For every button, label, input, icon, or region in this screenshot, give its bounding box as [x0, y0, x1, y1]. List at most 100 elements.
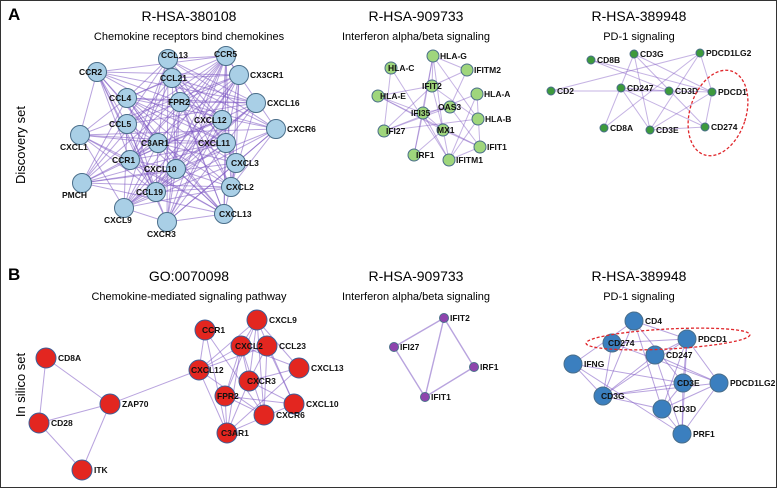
edge-a1-65: [126, 97, 227, 144]
node-a1-cxcl2: [221, 177, 241, 197]
node-label-a1-cxcl13: CXCL13: [219, 209, 252, 219]
node-label-a1-cxcl9: CXCL9: [104, 215, 132, 225]
node-label-b1-cxcl10: CXCL10: [306, 399, 339, 409]
edge-a1-69: [126, 97, 157, 193]
node-label-a2-ifi35: IFI35: [411, 108, 431, 118]
edge-a1-58: [123, 74, 240, 209]
node-label-a3-cd2: CD2: [557, 86, 574, 96]
edge-b3-20: [602, 382, 684, 397]
edge-a1-95: [79, 134, 225, 215]
edge-a1-87: [123, 102, 257, 209]
node-b1-fpr2: [214, 385, 236, 407]
panel-label-b: B: [8, 265, 20, 284]
edge-b3-14: [654, 354, 720, 384]
panel-b3-subtitle: PD-1 signaling: [603, 291, 675, 303]
node-label-b1-cxcr6: CXCR6: [276, 410, 305, 420]
node-a2-hla-a: [470, 87, 484, 101]
node-label-b2-ifi27: IFI27: [400, 342, 420, 352]
node-a2-irf1: [407, 148, 421, 162]
node-label-b3-cd3g: CD3G: [601, 391, 625, 401]
edge-a3-13: [620, 87, 706, 128]
node-b3-cd247: [645, 345, 665, 365]
node-b1-ccr1: [194, 319, 216, 341]
panel-a2-title: R-HSA-909733: [369, 8, 464, 24]
node-a1-ccr1: [120, 150, 140, 170]
edge-b3-12: [661, 338, 688, 410]
edge-b2-4: [424, 366, 475, 398]
edge-b3-5: [611, 338, 688, 344]
node-label-b1-cxcl9: CXCL9: [269, 315, 297, 325]
edge-b2-1: [443, 317, 475, 368]
edge-a2-27: [448, 118, 479, 161]
node-label-b2-irf1: IRF1: [480, 362, 499, 372]
edge-a1-108: [129, 119, 223, 161]
edge-b3-23: [602, 382, 720, 397]
node-a2-ifitm1: [442, 153, 456, 167]
node-label-a1-pmch: PMCH: [62, 190, 87, 200]
edge-a3-14: [668, 90, 713, 93]
node-label-b1-cxcl2: CXCL2: [235, 341, 263, 351]
edge-a1-140: [155, 186, 232, 193]
node-b3-cd4: [624, 311, 644, 331]
node-label-b3-cd4: CD4: [645, 316, 662, 326]
edge-a3-4: [633, 53, 651, 131]
node-a3-cd8b: [586, 55, 596, 65]
panel-a2-subtitle: Interferon alpha/beta signaling: [342, 31, 490, 43]
node-b1-cxcr3: [238, 370, 260, 392]
node-label-a1-ccl5: CCL5: [109, 119, 131, 129]
edge-b1-9: [256, 319, 265, 416]
node-a2-hla-g: [426, 49, 440, 63]
edge-a2-13: [431, 85, 444, 131]
edge-b1-21: [198, 369, 228, 434]
node-a3-cd3d: [664, 86, 674, 96]
node-a1-pmch: [72, 173, 92, 193]
node-a1-cxcl12: [212, 110, 232, 130]
node-label-a1-ccr1: CCR1: [112, 155, 135, 165]
edge-a1-55: [175, 74, 240, 170]
node-label-a1-cxcl10: CXCL10: [144, 164, 177, 174]
node-b1-zap70: [99, 393, 121, 415]
edge-a1-97: [126, 123, 232, 188]
edge-a2-22: [449, 106, 481, 148]
node-label-b3-cd274: CD274: [608, 338, 635, 348]
edge-a3-8: [603, 52, 701, 129]
edge-a1-4: [79, 71, 98, 136]
edge-b3-26: [602, 395, 663, 410]
edge-a1-28: [157, 55, 227, 144]
node-label-b1-fpr2: FPR2: [217, 391, 239, 401]
network-a1: CCR2 CCL13 CCR5 CCL21 CX3CR1 CCL4 FPR2 CXCL16 CX…: [60, 46, 316, 239]
network-a3: CD8B CD3G PDCD1LG2 CD2 CD247 CD3D PDCD1 CD8A CD3…: [546, 48, 752, 135]
edge-a1-39: [171, 74, 240, 79]
node-b2-ifit2: [439, 313, 449, 323]
node-a3-pdcd1lg2: [695, 48, 705, 58]
edge-b1-30: [45, 357, 111, 405]
edge-a1-42: [171, 77, 257, 104]
node-a2-ifi27: [377, 124, 391, 138]
edge-b1-31: [38, 357, 47, 424]
node-label-a1-ccr2: CCR2: [79, 67, 102, 77]
edge-a2-10: [377, 85, 433, 97]
node-b1-cxcl13: [288, 357, 310, 379]
node-label-a1-cxcl2: CXCL2: [226, 182, 254, 192]
node-label-b3-prf1: PRF1: [693, 429, 715, 439]
node-label-a3-cd274: CD274: [711, 122, 738, 132]
edge-a1-50: [179, 74, 240, 103]
node-b1-cd8a: [35, 347, 57, 369]
edge-a3-16: [704, 91, 713, 128]
edge-a1-104: [157, 142, 237, 164]
node-label-a1-cx3cr1: CX3CR1: [250, 70, 284, 80]
node-b3-prf1: [672, 424, 692, 444]
node-label-b1-cxcl13: CXCL13: [311, 363, 344, 373]
edge-a1-101: [157, 119, 223, 144]
node-b1-cxcl12: [188, 359, 210, 381]
edge-b1-10: [198, 345, 268, 371]
node-a1-fpr2: [170, 92, 190, 112]
node-b1-cxcl9: [246, 309, 268, 331]
node-a1-cxcl9: [114, 198, 134, 218]
node-a1-cxcl16: [246, 93, 266, 113]
edge-a1-72: [179, 101, 257, 104]
node-label-a2-mx1: MX1: [437, 125, 455, 135]
node-label-a2-hla-e: HLA-E: [380, 91, 406, 101]
node-label-a1-c3ar1: C3AR1: [141, 138, 169, 148]
edge-a1-3: [96, 71, 257, 104]
